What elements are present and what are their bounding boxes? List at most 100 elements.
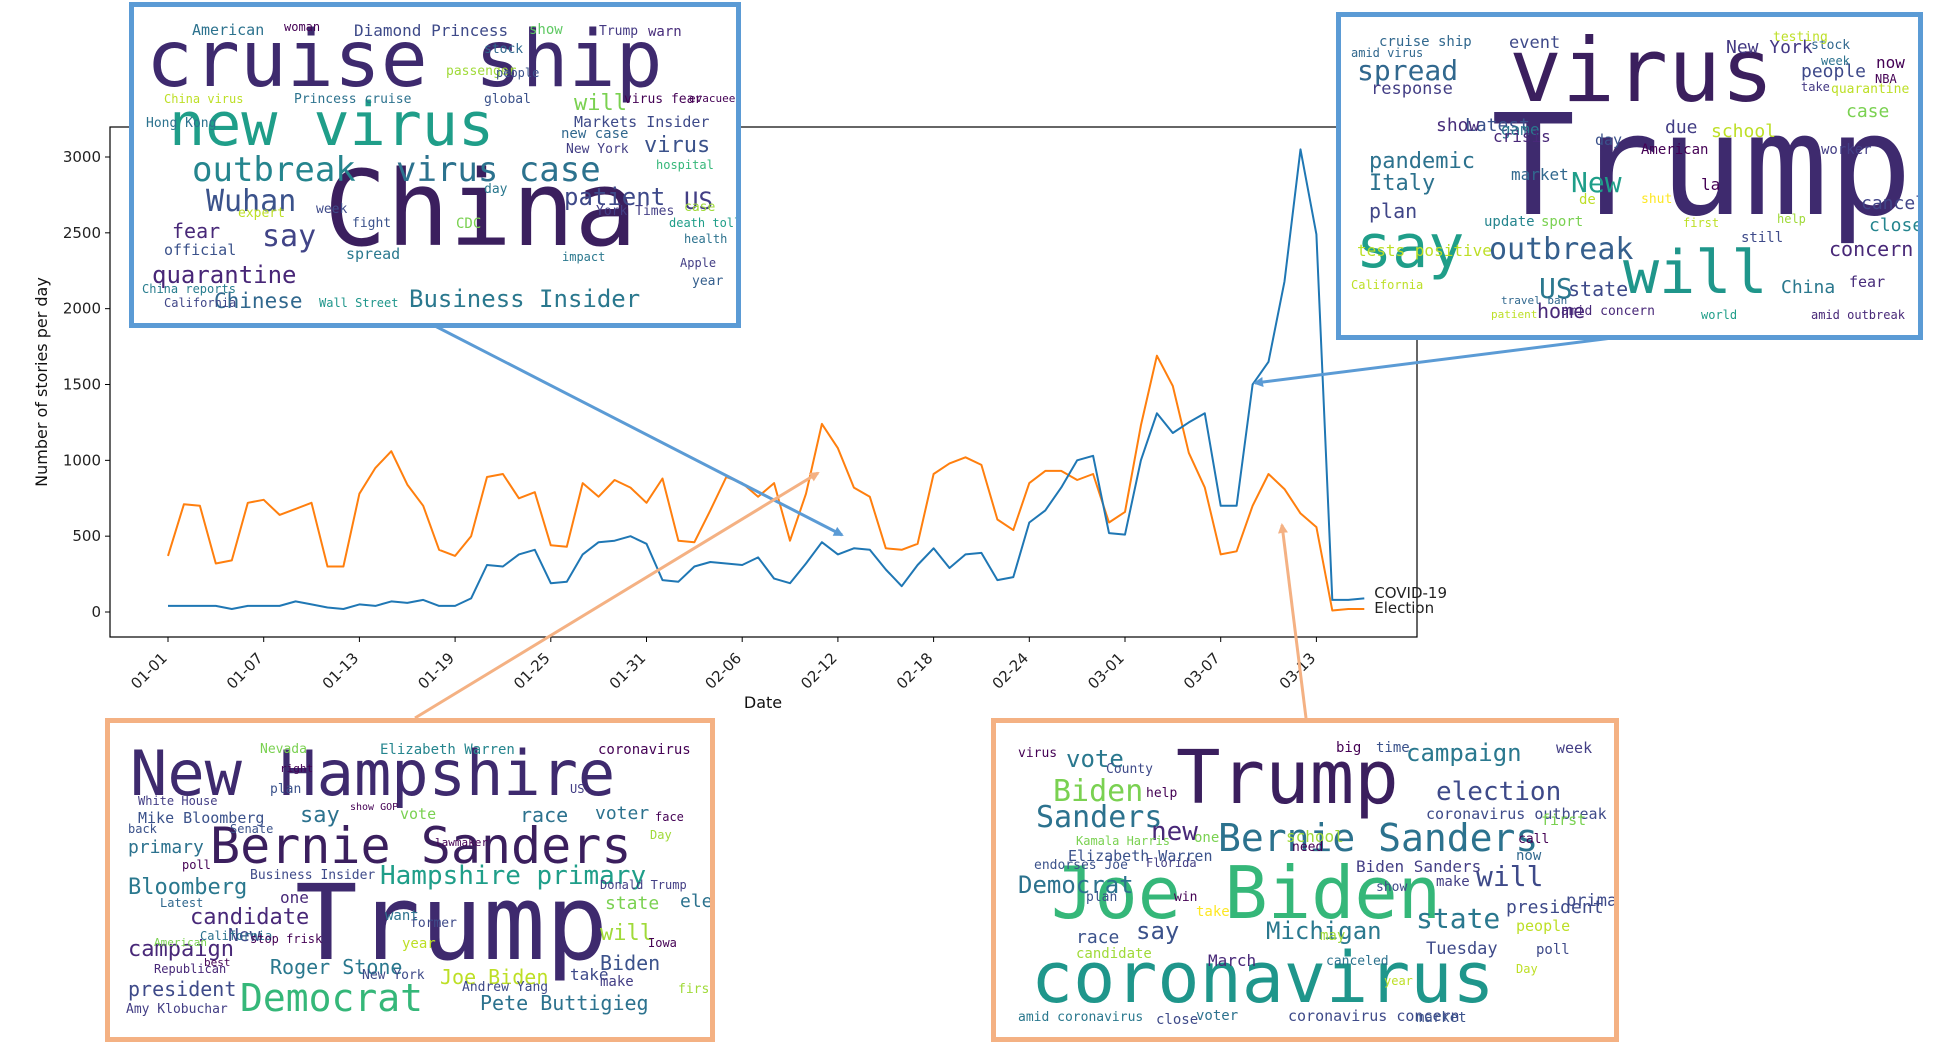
wordcloud-word: Donald Trump <box>600 878 687 892</box>
wordcloud-word: passenger <box>446 64 517 79</box>
wordcloud-word: people <box>1516 917 1571 935</box>
wordcloud-word: Nevada <box>260 742 307 757</box>
wordcloud-word: Kamala Harris <box>1076 834 1170 848</box>
wordcloud-word: Senate <box>230 822 274 836</box>
wordcloud-word: vote <box>1066 745 1124 773</box>
wordcloud-word: travel ban <box>1501 294 1568 307</box>
wordcloud-word: Trump <box>1176 735 1399 821</box>
wordcloud-word: will <box>574 91 627 116</box>
wordcloud-word: school <box>1286 827 1344 846</box>
wordcloud-word: right <box>280 762 314 775</box>
wordcloud-word: California <box>1351 278 1424 292</box>
wordcloud-word: shut <box>1641 192 1673 207</box>
wordcloud-word: Diamond Princess <box>354 21 509 40</box>
x-tick-label: 03-01 <box>1084 649 1128 693</box>
wordcloud-word: take <box>1801 80 1830 94</box>
wordcloud-word: American <box>154 936 207 949</box>
wordcloud-word: primary <box>128 837 204 858</box>
wordcloud-word: president <box>1506 897 1604 918</box>
wordcloud-word: warn <box>648 24 682 40</box>
series-label: Election <box>1374 599 1434 617</box>
wordcloud-word: Latest <box>160 896 204 910</box>
wordcloud-word: Trump <box>599 24 639 39</box>
wordcloud-word: case <box>684 200 716 215</box>
wordcloud-word: hospital <box>656 158 714 172</box>
wordcloud-word: Wall Street <box>319 296 399 310</box>
wordcloud-word: one <box>1194 830 1220 846</box>
wordcloud-word: race <box>520 803 569 827</box>
wordcloud-word: people <box>496 66 540 80</box>
wordcloud-word: poll <box>1536 942 1570 958</box>
wordcloud-word: Andrew Yang <box>462 980 549 995</box>
wordcloud-word: campaign <box>128 937 234 962</box>
wordcloud-word: coronavirus <box>1031 937 1495 1019</box>
wordcloud-word: stock <box>484 42 524 57</box>
covid-late-wordcloud: virus Trump say will outbreak spread res… <box>1336 12 1923 340</box>
x-tick-label: 03-07 <box>1180 649 1224 693</box>
wordcloud-word: plan <box>1369 199 1418 223</box>
wordcloud-word: campaign <box>1406 739 1522 767</box>
wordcloud-word: day <box>484 182 508 197</box>
wordcloud-word: take <box>1196 904 1230 920</box>
wordcloud-word: Michigan <box>1266 917 1382 945</box>
x-tick-label: 02-06 <box>701 649 745 693</box>
wordcloud-word: NBA <box>1875 72 1897 86</box>
wordcloud-word: former <box>410 916 457 931</box>
wordcloud-word: US <box>684 187 713 215</box>
wordcloud-word: Apple <box>680 256 717 270</box>
wordcloud-word: response <box>1371 79 1453 99</box>
wordcloud-word: New Hampshire <box>130 737 616 810</box>
wordcloud-word: Joe Biden <box>440 965 549 989</box>
y-tick-label: 3000 <box>63 148 101 166</box>
wordcloud-word: will <box>600 921 653 946</box>
wordcloud-word: Democrat <box>240 976 424 1020</box>
wordcloud-word: Princess cruise <box>294 92 412 107</box>
wordcloud-word: virus fear <box>624 92 703 107</box>
wordcloud-word: York Times <box>596 204 675 219</box>
wordcloud-word: March <box>1208 951 1257 970</box>
wordcloud-word: China reports <box>142 282 236 296</box>
x-tick-label: 02-18 <box>893 649 937 693</box>
wordcloud-word: patient <box>1491 308 1538 321</box>
wordcloud-word: first <box>1683 216 1720 230</box>
wordcloud-word: race <box>1076 927 1120 948</box>
wordcloud-word: need <box>1292 840 1324 855</box>
wordcloud-word: New York <box>566 142 629 157</box>
plot-frame <box>109 126 1418 638</box>
wordcloud-word: state <box>1416 902 1501 935</box>
wordcloud-word: Trump <box>295 862 609 984</box>
wordcloud-word: best <box>204 956 231 969</box>
wordcloud-word: amid outbreak <box>1811 308 1905 322</box>
wordcloud-word: new <box>1151 817 1198 847</box>
wordcloud-word: Biden <box>1053 774 1144 809</box>
wordcloud-word: global <box>484 92 531 107</box>
wordcloud-word: school <box>1711 121 1777 142</box>
wordcloud-word: Bloomberg <box>128 875 248 900</box>
wordcloud-word: stop frisk <box>250 932 323 946</box>
wordcloud-word: candidate <box>1076 946 1152 962</box>
y-tick-label: 2000 <box>63 300 101 318</box>
wordcloud-word: show <box>1376 880 1408 895</box>
wordcloud-word: lawmaker <box>435 836 488 849</box>
wordcloud-word: make <box>1436 874 1470 890</box>
wordcloud-word: Iowa <box>648 936 677 950</box>
x-tick-label: 01-31 <box>606 649 650 693</box>
x-tick-label: 01-01 <box>127 649 171 693</box>
y-tick-label: 2500 <box>63 224 101 242</box>
wordcloud-word: people <box>1801 61 1867 82</box>
callout-arrow <box>434 324 844 537</box>
wordcloud-word: update <box>1484 214 1535 230</box>
wordcloud-word: Trump <box>1491 85 1913 248</box>
wordcloud-word: fight <box>352 216 392 231</box>
wordcloud-word: virus <box>1018 746 1058 761</box>
y-axis-label: Number of stories per day <box>32 277 51 487</box>
wordcloud-word: Pete Buttigieg <box>480 991 649 1015</box>
wordcloud-word: Hong Kong <box>146 116 217 131</box>
wordcloud-word: say <box>262 219 317 254</box>
wordcloud-word: say <box>1136 917 1180 945</box>
wordcloud-word: endorses Joe <box>1034 858 1128 873</box>
y-tick-label: 500 <box>72 527 101 545</box>
wordcloud-word: pandemic <box>1369 149 1475 174</box>
wordcloud-word: health <box>684 232 728 246</box>
